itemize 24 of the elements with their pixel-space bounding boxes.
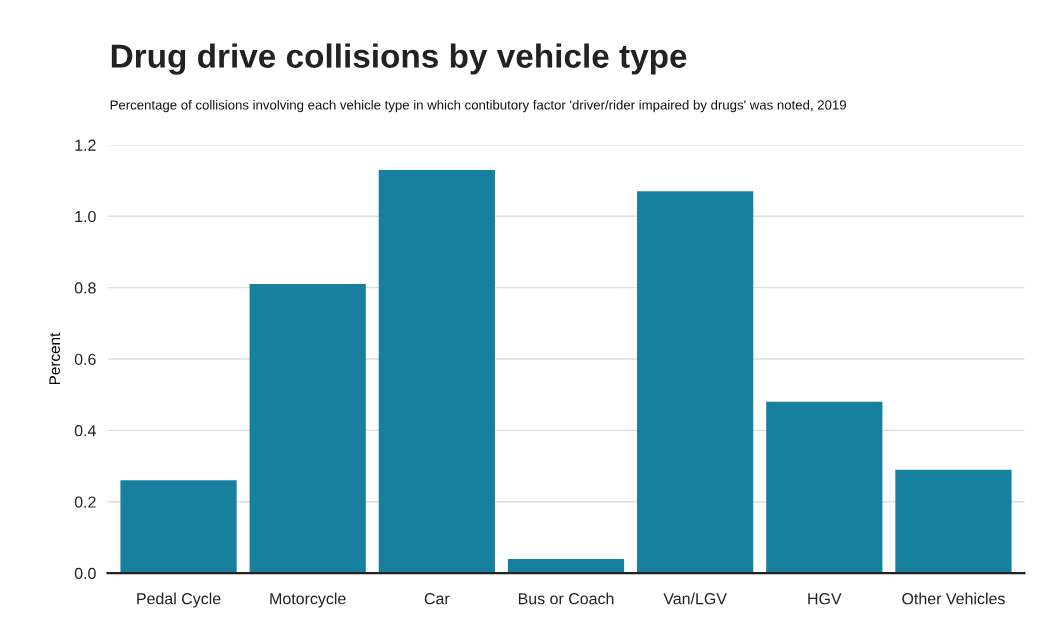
y-axis-title: Percent	[49, 332, 61, 385]
x-tick-label: Bus or Coach	[518, 592, 614, 605]
y-tick-label: 0.0	[74, 567, 96, 580]
x-tick-label: Other Vehicles	[902, 592, 1005, 605]
y-tick-label: 0.2	[74, 496, 96, 508]
y-tick-label: 0.6	[74, 353, 96, 365]
bar	[637, 191, 754, 574]
chart-subtitle: Percentage of collisions involving each vehicle type in which contibutory factor 'driver/rider impaired by drugs' was noted, 2019	[110, 99, 846, 113]
bar	[766, 401, 883, 574]
bar	[120, 480, 237, 574]
y-tick-label: 0.4	[74, 425, 96, 437]
y-tick-label: 1.2	[75, 139, 96, 151]
y-tick-label: 0.8	[74, 282, 96, 294]
y-tick-label: 1.0	[75, 210, 96, 223]
chart-title: Drug drive collisions by vehicle type	[111, 43, 687, 75]
x-tick-label: Pedal Cycle	[137, 592, 221, 608]
x-tick-label: Van/LGV	[663, 592, 727, 605]
bar	[378, 169, 495, 574]
x-tick-label: HGV	[808, 593, 842, 605]
bar	[507, 558, 625, 574]
x-tick-label: Motorcycle	[270, 592, 346, 608]
bar	[249, 284, 366, 574]
x-tick-label: Car	[424, 593, 450, 605]
bar	[895, 469, 1012, 574]
